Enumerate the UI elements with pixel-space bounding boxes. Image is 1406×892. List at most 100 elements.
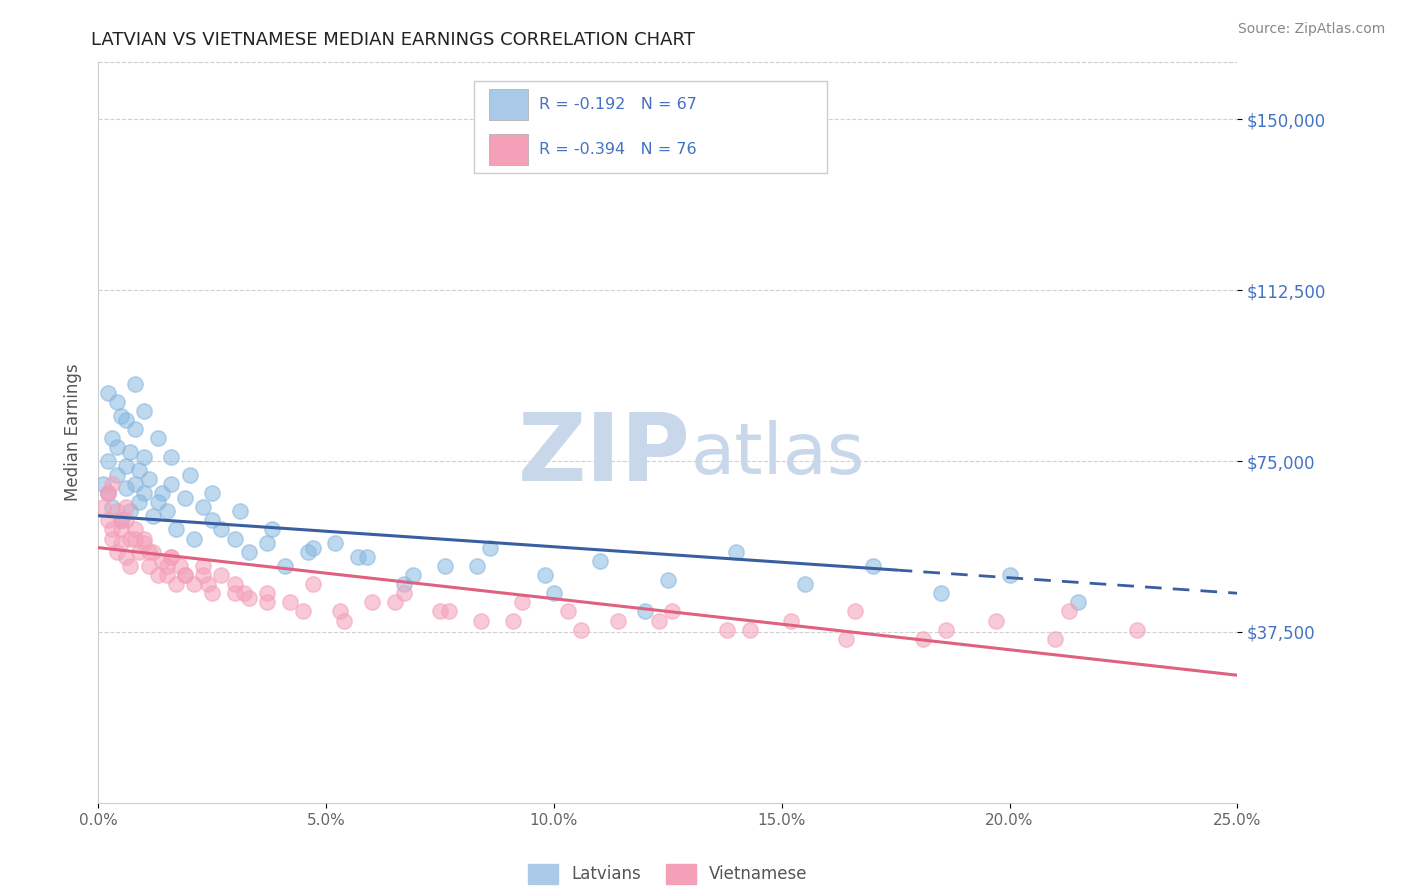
Point bbox=[779, 614, 801, 628]
Point bbox=[150, 554, 173, 568]
Point bbox=[174, 491, 197, 505]
Point bbox=[278, 595, 301, 609]
Point bbox=[105, 441, 128, 455]
Point bbox=[834, 632, 856, 646]
Point bbox=[110, 513, 132, 527]
Point bbox=[132, 536, 155, 550]
Point bbox=[114, 458, 136, 473]
Point bbox=[114, 413, 136, 427]
Point bbox=[716, 623, 738, 637]
Point bbox=[146, 431, 169, 445]
Point bbox=[110, 536, 132, 550]
Point bbox=[96, 486, 118, 500]
Point bbox=[124, 476, 146, 491]
Point bbox=[132, 486, 155, 500]
FancyBboxPatch shape bbox=[489, 135, 527, 165]
Point bbox=[433, 558, 456, 573]
Point bbox=[1067, 595, 1090, 609]
Point bbox=[132, 532, 155, 546]
Point bbox=[120, 558, 142, 573]
Point bbox=[138, 545, 160, 559]
Point bbox=[165, 577, 187, 591]
Point bbox=[238, 591, 260, 605]
Point bbox=[96, 385, 118, 400]
Point bbox=[96, 486, 118, 500]
Point bbox=[606, 614, 628, 628]
Point bbox=[224, 532, 246, 546]
Point bbox=[201, 486, 224, 500]
Point bbox=[132, 404, 155, 418]
Point bbox=[142, 545, 165, 559]
Point bbox=[1057, 604, 1080, 618]
Y-axis label: Median Earnings: Median Earnings bbox=[63, 364, 82, 501]
Point bbox=[105, 504, 128, 518]
Point bbox=[402, 568, 425, 582]
Point bbox=[101, 532, 124, 546]
Point bbox=[634, 604, 657, 618]
Point bbox=[1043, 632, 1066, 646]
Point bbox=[329, 604, 352, 618]
Point bbox=[238, 545, 260, 559]
Point bbox=[384, 595, 406, 609]
Point bbox=[124, 523, 146, 537]
Point bbox=[96, 513, 118, 527]
Point bbox=[138, 472, 160, 486]
Point bbox=[193, 568, 215, 582]
Point bbox=[929, 586, 952, 600]
Point bbox=[114, 513, 136, 527]
Point bbox=[510, 595, 533, 609]
Point bbox=[793, 577, 815, 591]
Point bbox=[260, 523, 283, 537]
Point bbox=[179, 467, 201, 482]
Point bbox=[274, 558, 297, 573]
Point bbox=[193, 558, 215, 573]
Point bbox=[648, 614, 671, 628]
Text: ZIP: ZIP bbox=[517, 409, 690, 500]
Text: R = -0.394   N = 76: R = -0.394 N = 76 bbox=[538, 143, 697, 157]
Point bbox=[146, 495, 169, 509]
Point bbox=[91, 500, 114, 514]
Point bbox=[150, 486, 173, 500]
Point bbox=[984, 614, 1007, 628]
Text: R = -0.192   N = 67: R = -0.192 N = 67 bbox=[538, 97, 697, 112]
Point bbox=[844, 604, 866, 618]
Point bbox=[470, 614, 492, 628]
Point bbox=[209, 568, 232, 582]
Point bbox=[128, 495, 150, 509]
Point bbox=[465, 558, 488, 573]
Point bbox=[124, 532, 146, 546]
Point bbox=[209, 523, 232, 537]
Point bbox=[120, 532, 142, 546]
Point bbox=[101, 500, 124, 514]
Point bbox=[233, 586, 256, 600]
Point bbox=[998, 568, 1021, 582]
Point bbox=[347, 549, 370, 564]
Point bbox=[114, 549, 136, 564]
Point bbox=[557, 604, 579, 618]
Point bbox=[738, 623, 761, 637]
Point bbox=[224, 586, 246, 600]
Point bbox=[911, 632, 934, 646]
Point bbox=[256, 595, 278, 609]
Point bbox=[197, 577, 219, 591]
Point bbox=[479, 541, 502, 555]
Point bbox=[101, 523, 124, 537]
Point bbox=[256, 536, 278, 550]
Point bbox=[110, 513, 132, 527]
Text: Source: ZipAtlas.com: Source: ZipAtlas.com bbox=[1237, 22, 1385, 37]
Point bbox=[124, 422, 146, 436]
Point bbox=[201, 513, 224, 527]
Point bbox=[142, 508, 165, 523]
FancyBboxPatch shape bbox=[474, 81, 827, 173]
Point bbox=[534, 568, 557, 582]
Point bbox=[128, 463, 150, 477]
Point bbox=[160, 549, 183, 564]
Point bbox=[725, 545, 748, 559]
Point bbox=[429, 604, 451, 618]
Point bbox=[543, 586, 565, 600]
Point bbox=[156, 568, 179, 582]
Point bbox=[160, 549, 183, 564]
Legend: Latvians, Vietnamese: Latvians, Vietnamese bbox=[522, 857, 814, 891]
Point bbox=[1126, 623, 1149, 637]
Point bbox=[156, 558, 179, 573]
